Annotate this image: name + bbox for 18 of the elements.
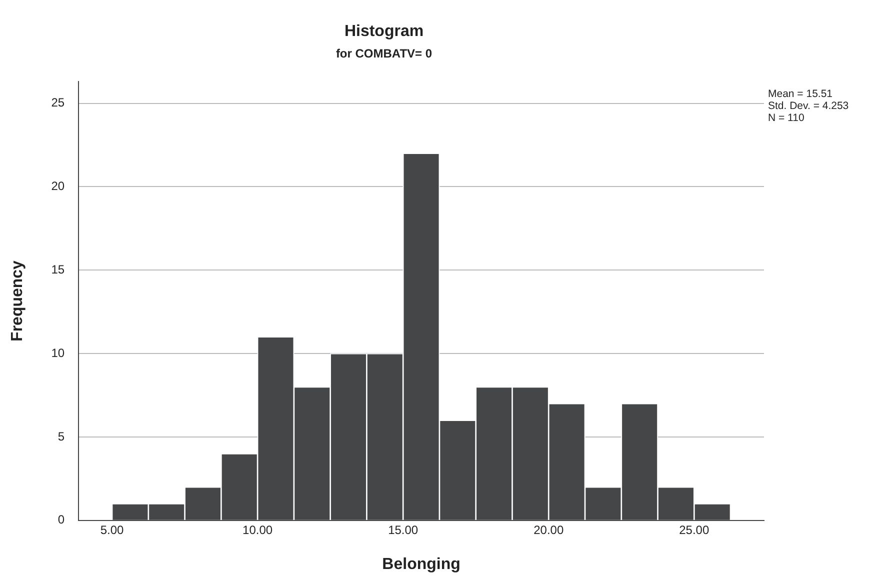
chart-subtitle: for COMBATV= 0 [336, 46, 432, 61]
text: Std. Dev. = 4.253 [768, 100, 849, 112]
text: N = 110 [768, 112, 806, 124]
x-tick-label: 15.00 [388, 522, 418, 537]
x-tick-label: 20.00 [534, 522, 564, 537]
x-tick-label: 5.00 [100, 522, 124, 537]
y-tick-label: 15 [51, 262, 65, 276]
y-tick-label: 20 [51, 179, 65, 194]
y-tick-label: 10 [51, 346, 65, 360]
y-tick-label: 25 [51, 96, 65, 110]
chart-title: Histogram [344, 23, 424, 40]
y-tick-label: 0 [58, 512, 65, 527]
x-tick-label: 10.00 [242, 522, 273, 537]
x-axis-title: Belonging [382, 556, 460, 573]
y-axis-title: Frequency [9, 260, 26, 342]
y-tick-label: 5 [58, 429, 65, 444]
x-tick-label: 25.00 [679, 522, 710, 537]
text: Mean = 15.51 [768, 88, 834, 100]
